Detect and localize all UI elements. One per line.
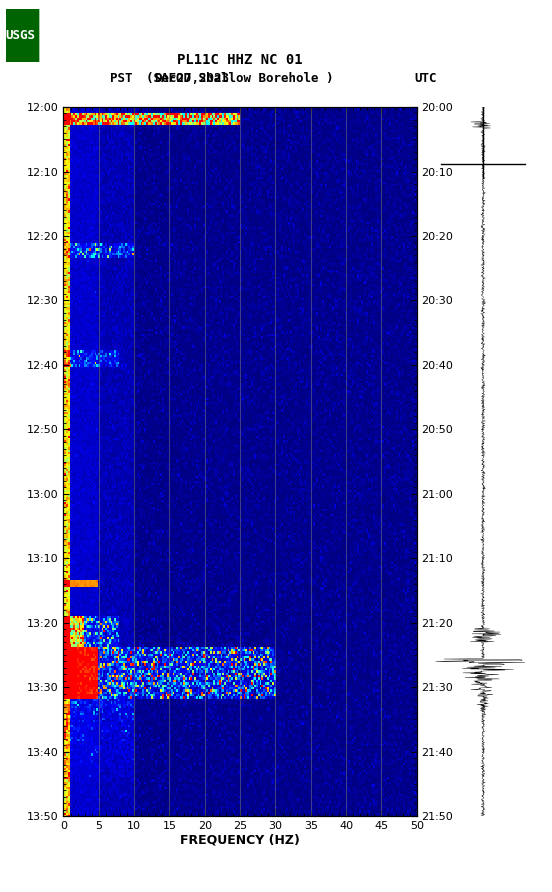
X-axis label: FREQUENCY (HZ): FREQUENCY (HZ) (180, 834, 300, 847)
Text: PST: PST (110, 71, 133, 85)
FancyBboxPatch shape (2, 6, 39, 65)
Text: (SAFOD Shallow Borehole ): (SAFOD Shallow Borehole ) (146, 71, 334, 85)
Text: USGS: USGS (5, 29, 35, 42)
Text: PL11C HHZ NC 01: PL11C HHZ NC 01 (177, 53, 303, 67)
Text: Dec27,2023: Dec27,2023 (155, 71, 230, 85)
Text: UTC: UTC (414, 71, 437, 85)
